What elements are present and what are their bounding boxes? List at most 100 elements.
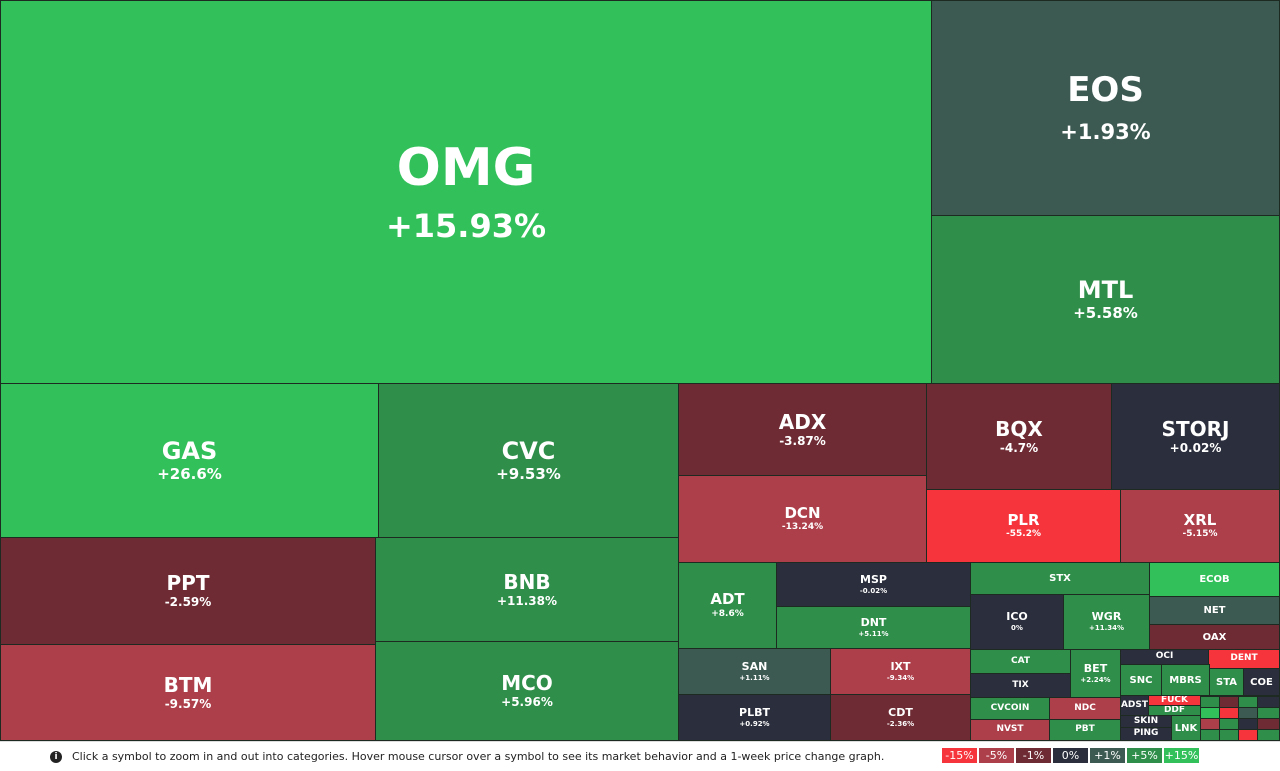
tile[interactable]: DCN -13.24% (678, 475, 927, 563)
tile-symbol: OAX (1202, 631, 1227, 643)
tile[interactable]: SAN +1.11% (678, 648, 831, 695)
tile[interactable]: XRL -5.15% (1120, 489, 1280, 563)
tile-change: +5.58% (1073, 304, 1138, 323)
tile-symbol: PPT (166, 571, 210, 596)
tile[interactable]: MTL +5.58% (931, 215, 1280, 384)
tile-change: +0.02% (1169, 440, 1222, 455)
tile-symbol: MBRS (1169, 674, 1202, 686)
tile[interactable]: EOS +1.93% (931, 0, 1280, 216)
tile[interactable]: GAS +26.6% (0, 383, 379, 538)
tile-symbol: SKIN (1133, 715, 1159, 726)
tile[interactable]: OMG +15.93% (0, 0, 932, 384)
tile-symbol: BNB (503, 569, 551, 594)
info-text: Click a symbol to zoom in and out into c… (72, 750, 885, 763)
tile-symbol: NVST (996, 724, 1024, 735)
tile-symbol: ADT (710, 590, 745, 609)
tile-symbol: DDF (1163, 705, 1186, 715)
tile[interactable]: NET (1149, 596, 1280, 625)
tile[interactable]: PBT (1049, 719, 1121, 741)
tile-symbol: SAN (741, 659, 768, 673)
legend-item: -15% (942, 748, 977, 763)
tile[interactable]: PLBT +0.92% (678, 694, 831, 741)
tile[interactable]: MCO +5.96% (375, 641, 679, 741)
tile-change: -2.36% (886, 719, 915, 728)
tile[interactable]: CVC +9.53% (378, 383, 679, 538)
tile[interactable]: ADX -3.87% (678, 383, 927, 476)
tile-change: -3.87% (779, 433, 826, 448)
tile[interactable]: STX (970, 562, 1150, 595)
tile[interactable]: PLR -55.2% (926, 489, 1121, 563)
tile-symbol: ICO (1006, 610, 1028, 624)
tile[interactable]: BNB +11.38% (375, 537, 679, 642)
tile-symbol: NET (1203, 605, 1226, 616)
tile-symbol: PBT (1075, 724, 1095, 735)
tile-symbol: LNK (1174, 722, 1198, 734)
tile-symbol: GAS (161, 437, 218, 466)
legend: -15% -5% -1% 0% +1% +5% +15% (942, 748, 1199, 763)
legend-item: -5% (979, 748, 1014, 763)
tile-symbol: CVCOIN (990, 702, 1030, 713)
tile-change: +15.93% (385, 207, 547, 245)
tile-symbol: WGR (1091, 610, 1122, 624)
tile[interactable]: ICO 0% (970, 594, 1064, 650)
tile-symbol: DENT (1230, 653, 1258, 664)
tile-symbol: CVC (501, 437, 556, 466)
tile-symbol: DNT (860, 615, 887, 629)
tile-symbol: STX (1049, 573, 1071, 584)
tile[interactable]: PPT -2.59% (0, 537, 376, 645)
tile-change: +26.6% (157, 465, 222, 484)
tile[interactable]: CVCOIN (970, 697, 1050, 720)
tile[interactable]: STORJ +0.02% (1111, 383, 1280, 490)
tile-change: +11.34% (1088, 624, 1125, 633)
tile[interactable]: OAX (1149, 624, 1280, 650)
tile[interactable]: DENT (1208, 649, 1280, 669)
tile-symbol: CAT (1010, 655, 1030, 666)
filler-tile (1238, 729, 1258, 741)
tile[interactable]: TIX (970, 673, 1071, 698)
tile-symbol: XRL (1183, 510, 1217, 529)
tile-change: +2.24% (1080, 675, 1111, 684)
tile-symbol: BQX (995, 416, 1043, 441)
tile-change: -9.34% (886, 673, 915, 682)
tile[interactable]: SNC (1120, 664, 1162, 696)
tile-symbol: FUCK (1160, 695, 1189, 705)
tile-change: -5.15% (1182, 529, 1218, 540)
info-icon: i (50, 750, 62, 763)
tile[interactable]: CDT -2.36% (830, 694, 971, 741)
tile-symbol: BET (1083, 661, 1108, 675)
tile[interactable]: NDC (1049, 697, 1121, 720)
tile-symbol: PING (1133, 728, 1159, 739)
tile[interactable]: PING (1120, 727, 1172, 741)
tile[interactable]: MBRS (1161, 664, 1210, 696)
tile[interactable]: BTM -9.57% (0, 644, 376, 741)
tile-symbol: EOS (1067, 69, 1144, 110)
tile[interactable]: MSP -0.02% (776, 562, 971, 607)
tile[interactable]: ECOB (1149, 562, 1280, 597)
tile[interactable]: OCI (1120, 649, 1209, 665)
tile-symbol: ECOB (1199, 574, 1230, 585)
tile[interactable]: WGR +11.34% (1063, 594, 1150, 650)
tile[interactable]: ADST (1120, 695, 1149, 716)
tile-change: +5.96% (501, 695, 553, 710)
tile-change: +8.6% (711, 608, 744, 619)
tile[interactable]: NVST (970, 719, 1050, 741)
tile-symbol: OMG (396, 137, 536, 198)
tile[interactable]: ADT +8.6% (678, 562, 777, 649)
tile-symbol: COE (1250, 676, 1273, 688)
filler-tile (1200, 729, 1220, 741)
tile[interactable]: LNK (1171, 715, 1201, 741)
tile[interactable]: BQX -4.7% (926, 383, 1112, 490)
tile[interactable]: STA (1209, 668, 1244, 696)
tile[interactable]: DNT +5.11% (776, 606, 971, 649)
tile-change: -4.7% (999, 440, 1039, 455)
tile[interactable]: CAT (970, 649, 1071, 674)
tile[interactable]: IXT -9.34% (830, 648, 971, 695)
tile-symbol: ADST (1120, 699, 1149, 710)
tile[interactable]: COE (1243, 668, 1280, 696)
tile-symbol: DCN (784, 503, 821, 522)
tile[interactable]: BET +2.24% (1070, 649, 1121, 698)
treemap: OMG +15.93% EOS +1.93% MTL +5.58% GAS +26.6% CVC… (0, 0, 1280, 741)
tile-change: +1.93% (1060, 120, 1151, 145)
tile-change: -55.2% (1006, 529, 1041, 540)
legend-item: +15% (1164, 748, 1199, 763)
